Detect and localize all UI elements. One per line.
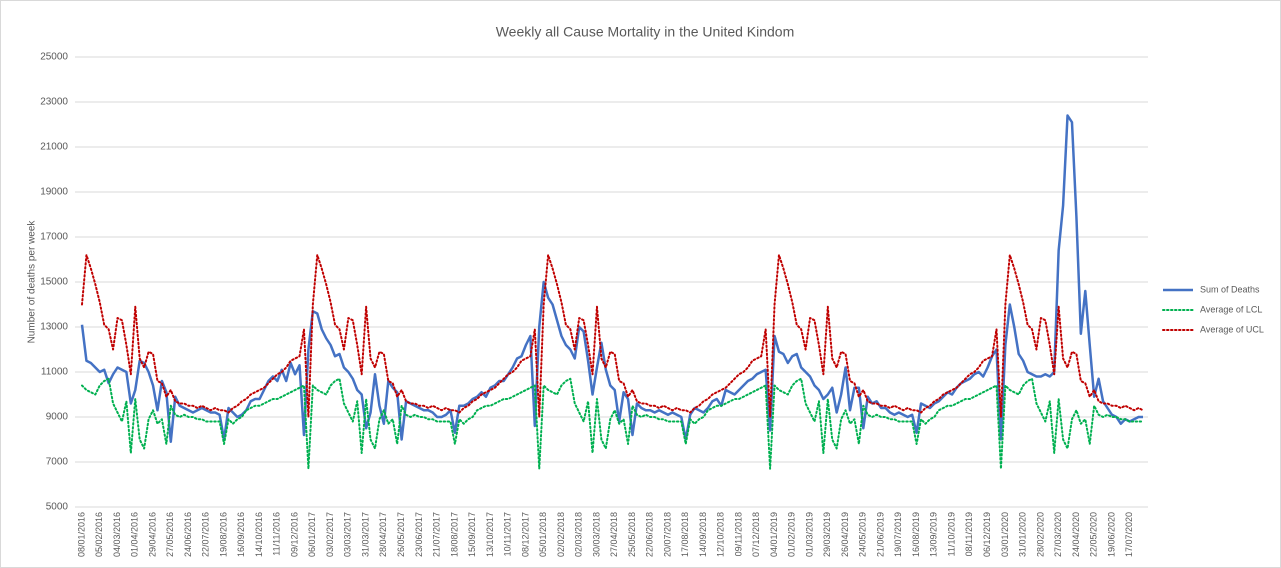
x-tick-label: 29/03/2019 — [822, 512, 832, 557]
x-tick-label: 02/02/2018 — [556, 512, 566, 557]
legend-label: Sum of Deaths — [1200, 284, 1260, 294]
x-tick-label: 26/05/2017 — [396, 512, 406, 557]
y-tick-label: 17000 — [40, 232, 68, 243]
x-tick-label: 20/07/2018 — [662, 512, 672, 557]
x-tick-label: 31/03/2017 — [360, 512, 370, 557]
x-tick-label: 22/05/2020 — [1089, 512, 1099, 557]
legend-label: Average of UCL — [1200, 324, 1264, 334]
x-tick-label: 08/01/2016 — [76, 512, 86, 557]
x-tick-label: 09/12/2016 — [289, 512, 299, 557]
x-tick-label: 13/10/2017 — [485, 512, 495, 557]
x-tick-label: 11/10/2019 — [946, 512, 956, 556]
x-tick-label: 14/09/2018 — [698, 512, 708, 557]
x-tick-label: 10/11/2017 — [503, 512, 513, 556]
x-tick-label: 08/11/2019 — [964, 512, 974, 556]
x-tick-label: 24/05/2019 — [858, 512, 868, 557]
y-tick-label: 11000 — [41, 367, 69, 378]
x-tick-label: 05/01/2018 — [538, 512, 548, 557]
x-tick-label: 07/12/2018 — [751, 512, 761, 557]
y-tick-label: 21000 — [40, 142, 68, 153]
series-line — [80, 114, 1143, 443]
x-tick-label: 03/02/2017 — [325, 512, 335, 557]
x-tick-label: 26/04/2019 — [840, 512, 850, 557]
legend-label: Average of LCL — [1200, 304, 1262, 314]
x-tick-label: 21/07/2017 — [432, 512, 442, 557]
y-tick-label: 23000 — [40, 97, 68, 108]
y-tick-label: 15000 — [40, 277, 68, 288]
series-line — [81, 377, 1144, 470]
x-tick-label: 30/03/2018 — [591, 512, 601, 557]
x-tick-label: 18/08/2017 — [449, 512, 459, 557]
y-tick-label: 13000 — [40, 322, 68, 333]
x-tick-label: 24/06/2016 — [183, 512, 193, 557]
x-tick-label: 23/06/2017 — [414, 512, 424, 557]
x-tick-label: 01/03/2019 — [804, 512, 814, 557]
x-tick-label: 04/01/2019 — [769, 512, 779, 557]
x-tick-label: 05/02/2016 — [94, 512, 104, 557]
x-tick-label: 27/03/2020 — [1053, 512, 1063, 557]
chart-title: Weekly all Cause Mortality in the United… — [496, 24, 795, 40]
x-tick-label: 22/06/2018 — [645, 512, 655, 557]
x-tick-label: 19/08/2016 — [218, 512, 228, 557]
x-tick-label: 03/01/2020 — [1000, 512, 1010, 557]
x-tick-label: 16/08/2019 — [911, 512, 921, 557]
x-tick-label: 06/12/2019 — [982, 512, 992, 557]
x-tick-label: 27/05/2016 — [165, 512, 175, 557]
series-line — [81, 254, 1144, 418]
x-tick-label: 28/02/2020 — [1035, 512, 1045, 557]
x-tick-label: 16/09/2016 — [236, 512, 246, 557]
y-tick-label: 9000 — [46, 412, 69, 423]
x-tick-label: 09/11/2018 — [733, 512, 743, 556]
x-tick-label: 03/03/2017 — [343, 512, 353, 557]
x-tick-label: 25/05/2018 — [627, 512, 637, 557]
y-tick-label: 5000 — [46, 502, 69, 513]
x-tick-label: 21/06/2019 — [875, 512, 885, 557]
x-tick-label: 08/12/2017 — [520, 512, 530, 557]
y-tick-label: 25000 — [40, 52, 68, 63]
x-tick-label: 31/01/2020 — [1018, 512, 1028, 557]
x-tick-label: 11/11/2016 — [272, 512, 282, 556]
x-tick-label: 22/07/2016 — [201, 512, 211, 557]
x-tick-label: 01/04/2016 — [130, 512, 140, 557]
x-tick-label: 01/02/2019 — [787, 512, 797, 557]
x-tick-label: 27/04/2018 — [609, 512, 619, 557]
x-tick-label: 12/10/2018 — [716, 512, 726, 557]
x-tick-label: 17/07/2020 — [1124, 512, 1134, 557]
x-tick-label: 14/10/2016 — [254, 512, 264, 557]
x-tick-label: 13/09/2019 — [929, 512, 939, 557]
x-tick-label: 06/01/2017 — [307, 512, 317, 557]
x-tick-label: 19/06/2020 — [1106, 512, 1116, 557]
y-tick-label: 19000 — [40, 187, 68, 198]
x-tick-label: 19/07/2019 — [893, 512, 903, 557]
x-tick-label: 17/08/2018 — [680, 512, 690, 557]
x-tick-label: 15/09/2017 — [467, 512, 477, 557]
x-tick-label: 24/04/2020 — [1071, 512, 1081, 557]
x-tick-label: 02/03/2018 — [574, 512, 584, 557]
x-tick-label: 29/04/2016 — [147, 512, 157, 557]
x-tick-label: 28/04/2017 — [378, 512, 388, 557]
y-axis-label: Number of deaths per week — [27, 220, 38, 344]
x-tick-label: 04/03/2016 — [112, 512, 122, 557]
y-tick-label: 7000 — [46, 457, 69, 468]
